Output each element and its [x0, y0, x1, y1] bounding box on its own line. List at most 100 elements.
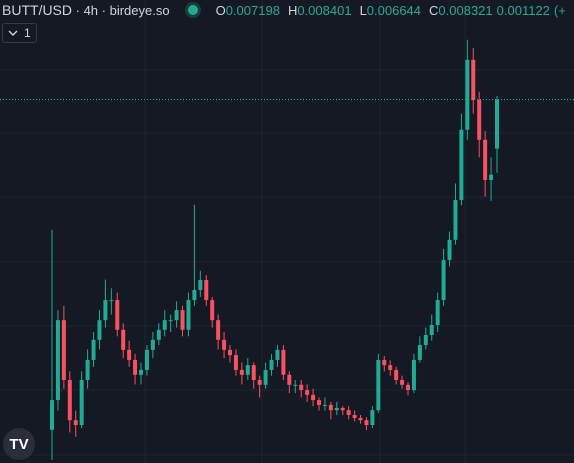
- candle-body: [388, 365, 393, 370]
- candle-body: [55, 320, 60, 401]
- candle-body: [103, 300, 108, 321]
- chevron-icon: [8, 30, 18, 36]
- candle-body: [245, 365, 250, 375]
- ohlc-value: 0.006644: [366, 2, 422, 18]
- candle-body: [109, 300, 114, 302]
- candle-body: [127, 349, 132, 360]
- candle-body: [423, 335, 428, 346]
- tv-logo[interactable]: TV: [3, 428, 35, 460]
- candle-body: [358, 418, 363, 421]
- candle-body: [495, 99, 499, 149]
- candle-body: [156, 329, 161, 340]
- indicators-toggle[interactable]: 1: [2, 23, 37, 43]
- candle-body: [162, 320, 167, 330]
- candle-body: [73, 420, 78, 425]
- candle-body: [186, 300, 191, 330]
- candle-body: [251, 365, 256, 381]
- ohlc: O 0.007198 H 0.008401 L 0.006644 C 0.008321: [212, 3, 497, 18]
- candle-body: [352, 414, 357, 419]
- candle-body: [305, 390, 310, 395]
- source: birdeye.so: [109, 2, 170, 18]
- candle-body: [239, 369, 244, 375]
- ohlc-label: C: [429, 2, 439, 18]
- candle-body: [489, 174, 494, 180]
- candle-body: [263, 369, 268, 385]
- candle-body: [364, 420, 369, 425]
- candle-body: [453, 200, 458, 240]
- candle-body: [210, 300, 215, 321]
- candle-body: [67, 380, 72, 421]
- candle-body: [275, 349, 280, 360]
- candle-body: [477, 100, 482, 140]
- candle-body: [168, 320, 173, 322]
- candle-body: [293, 384, 298, 386]
- candle-body: [228, 349, 232, 356]
- candle-body: [121, 329, 126, 350]
- indicators-count: 1: [24, 26, 31, 40]
- interval: 4h: [83, 2, 99, 18]
- candle-body: [447, 239, 452, 260]
- candle-body: [85, 359, 90, 381]
- candle-body: [376, 359, 381, 411]
- candle-body: [233, 355, 238, 370]
- candle-body: [174, 310, 179, 321]
- candle-body: [269, 359, 274, 370]
- candle-body: [435, 300, 440, 325]
- ohlc-label: L: [359, 2, 367, 18]
- status-dot: [187, 5, 198, 15]
- candle-body: [91, 339, 96, 360]
- candle-body: [204, 279, 209, 301]
- candle-body: [144, 349, 149, 370]
- ohlc-value: 0.007198: [225, 2, 280, 18]
- candle-body: [79, 380, 84, 425]
- candle-body: [406, 384, 410, 391]
- candle-body: [429, 324, 434, 336]
- candle-body: [317, 400, 321, 405]
- candle-body: [192, 290, 197, 301]
- candles: [0, 39, 574, 460]
- candle-body: [441, 259, 446, 301]
- symbol: BUTT/USD: [2, 2, 72, 18]
- candle-body: [370, 410, 375, 425]
- ohlc-label: H: [287, 2, 298, 18]
- ohlc-value: 0.008321: [438, 2, 493, 18]
- candle-body: [299, 384, 304, 391]
- candle-body: [394, 369, 399, 381]
- change-prefix: (+: [553, 2, 566, 18]
- candle-body: [150, 339, 155, 350]
- candle-body: [411, 359, 416, 391]
- candle-body: [346, 410, 351, 415]
- candle-body: [340, 407, 345, 411]
- candle-body: [216, 320, 221, 340]
- candle-body: [133, 359, 138, 375]
- ohlc-label: O: [215, 2, 226, 18]
- candle-body: [50, 400, 54, 430]
- candle-body: [257, 380, 262, 385]
- candle-body: [115, 300, 120, 330]
- candle-body: [180, 310, 185, 330]
- candle-body: [322, 404, 327, 406]
- change: 0.001122: [496, 2, 550, 18]
- ohlc-value: 0.008401: [297, 2, 352, 18]
- candle-body: [281, 349, 286, 375]
- candle-body: [97, 320, 102, 340]
- candle-body: [483, 139, 488, 180]
- candle-body: [417, 345, 422, 360]
- candle-body: [61, 320, 66, 381]
- candle-body: [311, 394, 316, 401]
- separator: ·: [72, 2, 84, 18]
- separator: ·: [98, 2, 110, 18]
- candle-body: [465, 59, 470, 130]
- candle-body: [139, 369, 143, 375]
- candle-body: [328, 404, 333, 411]
- candle-body: [400, 380, 405, 385]
- header: BUTT/USD · 4h · birdeye.so O 0.007198 H 0.0…: [0, 0, 570, 20]
- candle-body: [334, 407, 339, 411]
- candle-body: [222, 339, 227, 350]
- candle-body: [471, 59, 476, 101]
- candle-body: [459, 129, 464, 201]
- candle-body: [198, 279, 203, 291]
